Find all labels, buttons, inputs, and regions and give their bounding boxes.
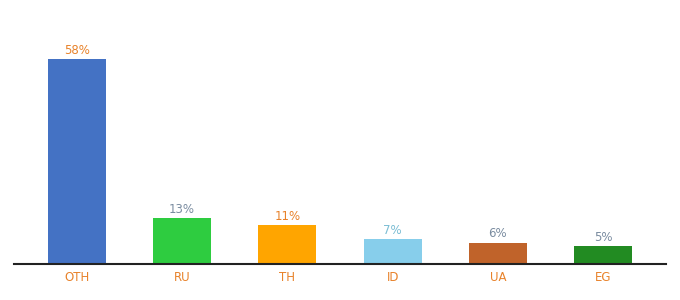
- Bar: [575, 246, 632, 264]
- Bar: [469, 243, 527, 264]
- Text: 7%: 7%: [384, 224, 402, 237]
- Text: 11%: 11%: [274, 210, 301, 223]
- Text: 6%: 6%: [489, 227, 507, 240]
- Bar: [48, 59, 105, 264]
- Bar: [153, 218, 211, 264]
- Text: 13%: 13%: [169, 202, 195, 216]
- Bar: [258, 225, 316, 264]
- Text: 58%: 58%: [64, 44, 90, 57]
- Bar: [364, 239, 422, 264]
- Text: 5%: 5%: [594, 231, 613, 244]
